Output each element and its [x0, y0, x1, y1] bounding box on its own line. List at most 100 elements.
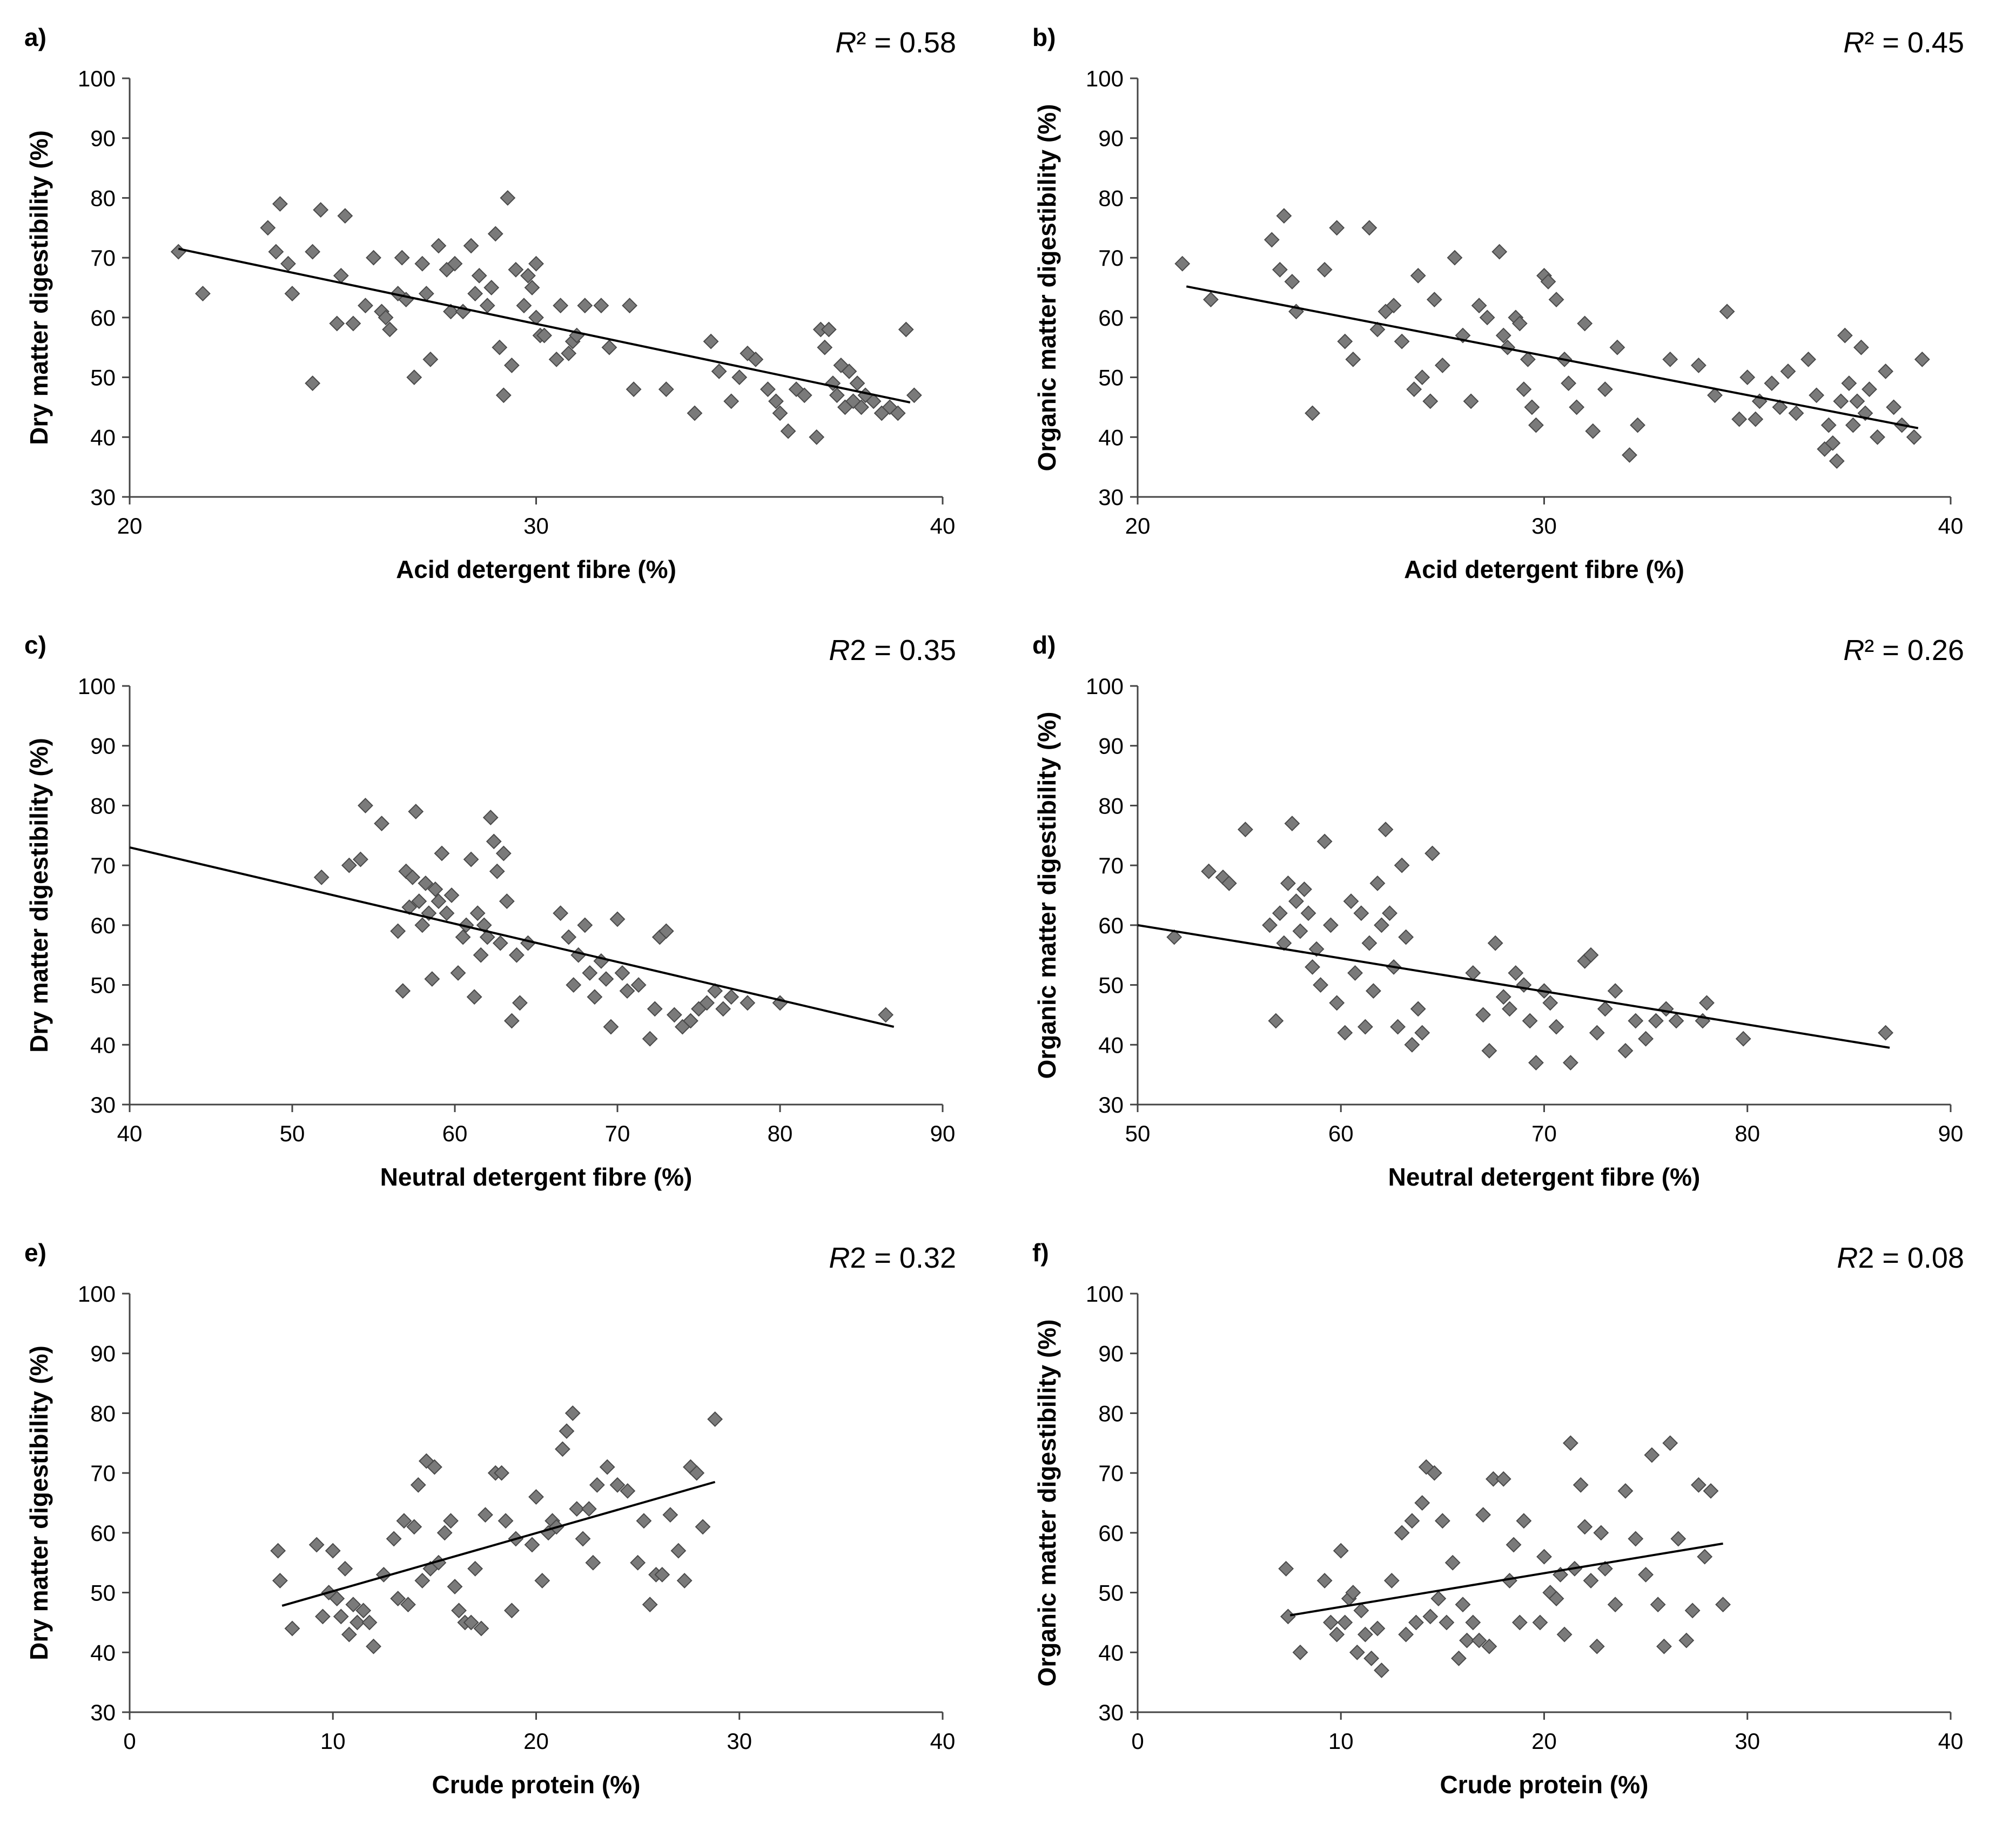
- data-point: [662, 1507, 678, 1523]
- data-point: [1386, 298, 1402, 314]
- data-point: [1502, 1001, 1517, 1017]
- y-tick-label: 30: [1098, 484, 1124, 510]
- r-squared-value: ² = 0.58: [856, 26, 956, 59]
- data-point: [366, 250, 381, 266]
- data-point: [1426, 292, 1442, 308]
- data-point: [1516, 381, 1532, 398]
- data-point: [670, 1543, 687, 1559]
- data-point: [1607, 983, 1623, 999]
- data-point: [647, 1001, 663, 1017]
- data-point: [570, 947, 587, 963]
- data-point: [1333, 1543, 1349, 1559]
- data-point: [418, 286, 434, 301]
- data-point: [603, 1019, 619, 1035]
- data-point: [1422, 1608, 1439, 1625]
- data-point: [695, 1519, 711, 1535]
- y-tick-label: 70: [90, 853, 116, 878]
- data-point: [748, 351, 764, 367]
- data-point: [436, 1525, 453, 1541]
- r-squared-symbol: R: [835, 26, 857, 59]
- data-point: [503, 358, 520, 373]
- data-point: [414, 917, 431, 933]
- data-point: [315, 1608, 331, 1625]
- data-point: [270, 1543, 286, 1559]
- data-point: [599, 1459, 615, 1475]
- x-tick-label: 20: [523, 1728, 549, 1754]
- data-point: [487, 226, 503, 242]
- y-tick-label: 70: [90, 245, 116, 271]
- data-point: [386, 1531, 402, 1547]
- data-point: [1500, 339, 1516, 355]
- data-point: [1329, 1626, 1345, 1643]
- data-point: [559, 1423, 575, 1439]
- data-point: [1820, 417, 1837, 433]
- data-point: [548, 351, 565, 367]
- data-point: [1323, 1614, 1339, 1631]
- data-point: [500, 190, 516, 206]
- data-point: [1731, 411, 1748, 427]
- data-point: [683, 1013, 698, 1029]
- data-point: [528, 255, 544, 272]
- data-point: [1463, 393, 1479, 409]
- data-point: [536, 327, 552, 344]
- data-point: [341, 857, 357, 873]
- data-point: [1404, 1513, 1420, 1529]
- y-tick-label: 40: [1098, 1640, 1124, 1665]
- data-point: [1278, 1560, 1294, 1577]
- data-point: [1284, 816, 1300, 832]
- x-tick-label: 60: [442, 1121, 468, 1146]
- data-point: [1825, 435, 1841, 451]
- data-point: [345, 1597, 361, 1613]
- data-point: [1398, 1626, 1414, 1643]
- data-point: [1292, 1644, 1308, 1660]
- data-point: [260, 220, 276, 236]
- x-axis-title: Acid detergent fibre (%): [396, 555, 676, 583]
- data-point: [503, 1013, 520, 1029]
- data-point: [455, 929, 471, 945]
- x-tick-label: 90: [930, 1121, 956, 1146]
- data-point: [1656, 1638, 1672, 1654]
- data-point: [1394, 1525, 1410, 1541]
- y-tick-label: 70: [1098, 853, 1124, 878]
- r-squared-label: R2 = 0.08: [1837, 1241, 1964, 1275]
- data-point: [1593, 1525, 1609, 1541]
- data-point: [463, 851, 479, 867]
- y-tick-label: 100: [1086, 66, 1124, 91]
- data-point: [469, 905, 486, 921]
- data-point: [1439, 1614, 1455, 1631]
- data-point: [524, 1537, 540, 1553]
- data-point: [723, 393, 740, 409]
- data-point: [626, 381, 642, 398]
- data-point: [443, 887, 460, 903]
- data-point: [553, 905, 569, 921]
- data-point: [1573, 1477, 1589, 1493]
- data-point: [443, 1513, 459, 1529]
- data-point: [272, 1573, 288, 1589]
- data-point: [609, 911, 626, 927]
- y-tick-label: 90: [1098, 126, 1124, 151]
- data-point: [1374, 1663, 1389, 1678]
- data-point: [1506, 1537, 1522, 1553]
- data-point: [486, 833, 502, 850]
- data-point: [1691, 358, 1706, 373]
- data-point: [561, 929, 577, 945]
- data-point: [569, 1501, 585, 1517]
- data-point: [1343, 893, 1359, 909]
- r-squared-symbol: R: [829, 634, 850, 667]
- data-point: [414, 1573, 431, 1589]
- data-point: [707, 983, 723, 999]
- panel-label: a): [24, 23, 46, 51]
- r-squared-symbol: R: [1837, 1242, 1858, 1274]
- data-point: [582, 965, 598, 981]
- data-point: [1561, 375, 1577, 392]
- data-point: [1833, 393, 1849, 409]
- data-point: [1845, 417, 1861, 433]
- data-point: [473, 1620, 489, 1637]
- r-squared-label: R² = 0.45: [1843, 26, 1964, 59]
- data-point: [1597, 1560, 1613, 1577]
- data-point: [1166, 929, 1182, 945]
- data-point: [1363, 1650, 1380, 1666]
- data-point: [358, 798, 373, 813]
